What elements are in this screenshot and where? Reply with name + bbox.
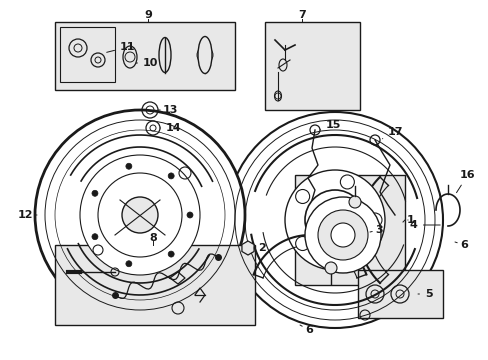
Circle shape xyxy=(125,163,132,169)
FancyBboxPatch shape xyxy=(55,245,254,325)
FancyBboxPatch shape xyxy=(60,27,115,82)
Circle shape xyxy=(226,112,442,328)
Circle shape xyxy=(122,197,158,233)
Circle shape xyxy=(340,175,354,189)
Circle shape xyxy=(305,190,364,250)
Text: 6: 6 xyxy=(454,240,467,250)
Circle shape xyxy=(367,213,381,227)
Text: 13: 13 xyxy=(158,105,178,115)
Text: 1: 1 xyxy=(406,215,414,225)
Text: 8: 8 xyxy=(149,233,157,243)
Text: 15: 15 xyxy=(319,120,341,130)
Text: 14: 14 xyxy=(160,123,181,133)
Circle shape xyxy=(325,262,336,274)
Circle shape xyxy=(348,196,360,208)
Circle shape xyxy=(35,110,244,320)
Circle shape xyxy=(285,170,384,270)
Circle shape xyxy=(92,234,98,240)
Circle shape xyxy=(305,197,380,273)
Text: 16: 16 xyxy=(456,170,475,193)
Text: 6: 6 xyxy=(299,325,312,335)
Circle shape xyxy=(295,237,309,251)
Circle shape xyxy=(295,189,309,203)
Circle shape xyxy=(125,261,132,267)
Text: 2: 2 xyxy=(253,243,265,253)
Circle shape xyxy=(168,251,174,257)
FancyBboxPatch shape xyxy=(264,22,359,110)
Text: 5: 5 xyxy=(417,289,432,299)
FancyBboxPatch shape xyxy=(357,270,442,318)
Text: 4: 4 xyxy=(409,220,439,230)
Circle shape xyxy=(92,190,98,196)
Text: 12: 12 xyxy=(18,210,37,220)
Circle shape xyxy=(323,208,346,232)
Circle shape xyxy=(80,155,200,275)
Text: 7: 7 xyxy=(298,10,305,20)
Circle shape xyxy=(186,212,193,218)
Circle shape xyxy=(168,173,174,179)
FancyBboxPatch shape xyxy=(55,22,235,90)
Text: 11: 11 xyxy=(106,42,135,52)
Circle shape xyxy=(340,251,354,265)
Circle shape xyxy=(98,173,182,257)
FancyBboxPatch shape xyxy=(294,175,404,285)
Text: 9: 9 xyxy=(144,10,152,20)
Circle shape xyxy=(317,210,367,260)
Text: 17: 17 xyxy=(382,127,403,139)
Text: 10: 10 xyxy=(136,58,158,68)
Text: 3: 3 xyxy=(369,225,382,235)
Circle shape xyxy=(330,223,354,247)
Ellipse shape xyxy=(198,36,212,73)
